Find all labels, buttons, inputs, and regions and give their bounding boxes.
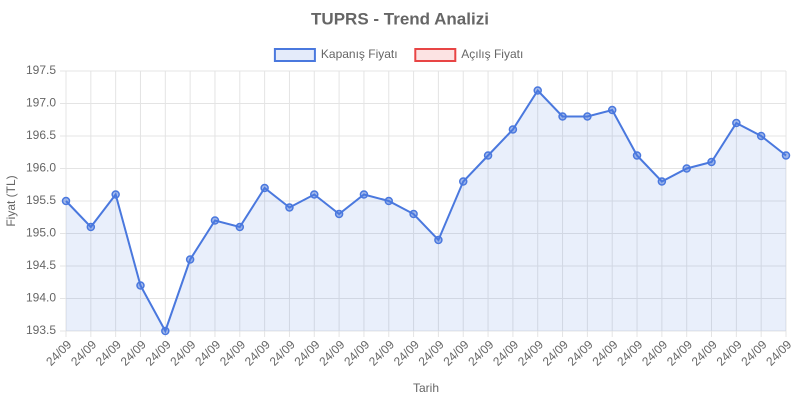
point bbox=[657, 177, 667, 186]
x-tick-label: 24/09 bbox=[242, 337, 273, 368]
point bbox=[235, 222, 245, 232]
y-axis-title: Fiyat (TL) bbox=[4, 175, 18, 226]
x-tick-label: 24/09 bbox=[118, 337, 149, 368]
point bbox=[210, 216, 220, 225]
line bbox=[65, 88, 787, 334]
y-tick-label: 195.0 bbox=[26, 226, 56, 240]
x-tick-label: 24/09 bbox=[316, 337, 347, 368]
point bbox=[434, 235, 443, 245]
x-tick-label: 24/09 bbox=[763, 337, 794, 368]
point bbox=[607, 105, 617, 115]
x-tick-label: 24/09 bbox=[540, 337, 571, 368]
x-tick-label: 24/09 bbox=[639, 337, 670, 368]
x-tick-label: 24/09 bbox=[490, 337, 521, 368]
x-tick-label: 24/09 bbox=[43, 337, 74, 368]
point bbox=[707, 157, 716, 167]
x-tick-label: 24/09 bbox=[664, 337, 695, 368]
point bbox=[458, 177, 468, 186]
x-tick-label: 24/09 bbox=[738, 337, 769, 368]
chart-title: TUPRS - Trend Analizi bbox=[311, 9, 489, 28]
point bbox=[111, 190, 120, 199]
x-tick-label: 24/09 bbox=[341, 337, 372, 368]
point bbox=[632, 151, 642, 160]
x-tick-label: 24/09 bbox=[192, 337, 223, 368]
y-tick-label: 197.0 bbox=[26, 96, 56, 110]
point bbox=[136, 281, 145, 290]
x-tick-label: 24/09 bbox=[267, 337, 298, 368]
x-tick-label: 24/09 bbox=[465, 337, 496, 368]
point bbox=[285, 203, 294, 212]
point bbox=[483, 151, 493, 160]
x-tick-label: 24/09 bbox=[515, 337, 546, 368]
x-tick-label: 24/09 bbox=[714, 337, 745, 368]
legend-swatch bbox=[273, 48, 316, 62]
x-tick-label: 24/09 bbox=[391, 337, 422, 368]
point bbox=[310, 190, 319, 199]
point bbox=[558, 112, 567, 121]
point bbox=[359, 190, 369, 199]
line-area bbox=[66, 90, 786, 331]
x-tick-label: 24/09 bbox=[416, 337, 447, 368]
point bbox=[533, 86, 542, 95]
point bbox=[334, 209, 344, 219]
point bbox=[384, 196, 394, 206]
point bbox=[682, 164, 691, 173]
x-tick-label: 24/09 bbox=[167, 337, 198, 368]
x-tick-label: 24/09 bbox=[565, 337, 596, 368]
y-tick-label: 193.5 bbox=[26, 323, 56, 337]
y-tick-label: 194.5 bbox=[26, 258, 56, 272]
x-tick-label: 24/09 bbox=[292, 337, 323, 368]
point bbox=[732, 118, 741, 128]
y-tick-label: 196.0 bbox=[26, 161, 56, 175]
y-tick-label: 196.5 bbox=[26, 128, 56, 142]
legend-swatch bbox=[414, 48, 457, 62]
y-tick-label: 194.0 bbox=[26, 291, 56, 305]
x-tick-label: 24/09 bbox=[614, 337, 645, 368]
legend-label: Açılış Fiyatı bbox=[461, 47, 523, 61]
x-tick-label: 24/09 bbox=[589, 337, 620, 368]
point bbox=[161, 326, 170, 336]
x-tick-label: 24/09 bbox=[143, 337, 174, 368]
point bbox=[86, 222, 96, 232]
y-tick-label: 197.5 bbox=[26, 63, 56, 77]
y-tick-label: 195.5 bbox=[26, 193, 56, 207]
point bbox=[508, 125, 518, 134]
x-tick-label: 24/09 bbox=[217, 337, 248, 368]
point bbox=[260, 183, 269, 193]
x-axis-title: Tarih bbox=[413, 381, 439, 395]
legend-label: Kapanış Fiyatı bbox=[321, 47, 398, 61]
x-tick-label: 24/09 bbox=[93, 337, 124, 368]
point bbox=[409, 209, 418, 219]
point bbox=[583, 112, 592, 121]
point bbox=[756, 131, 766, 141]
x-tick-label: 24/09 bbox=[68, 337, 99, 368]
x-tick-label: 24/09 bbox=[689, 337, 720, 368]
point bbox=[61, 196, 71, 206]
point bbox=[781, 151, 791, 160]
x-tick-label: 24/09 bbox=[440, 337, 471, 368]
point bbox=[185, 255, 195, 264]
x-tick-label: 24/09 bbox=[366, 337, 397, 368]
